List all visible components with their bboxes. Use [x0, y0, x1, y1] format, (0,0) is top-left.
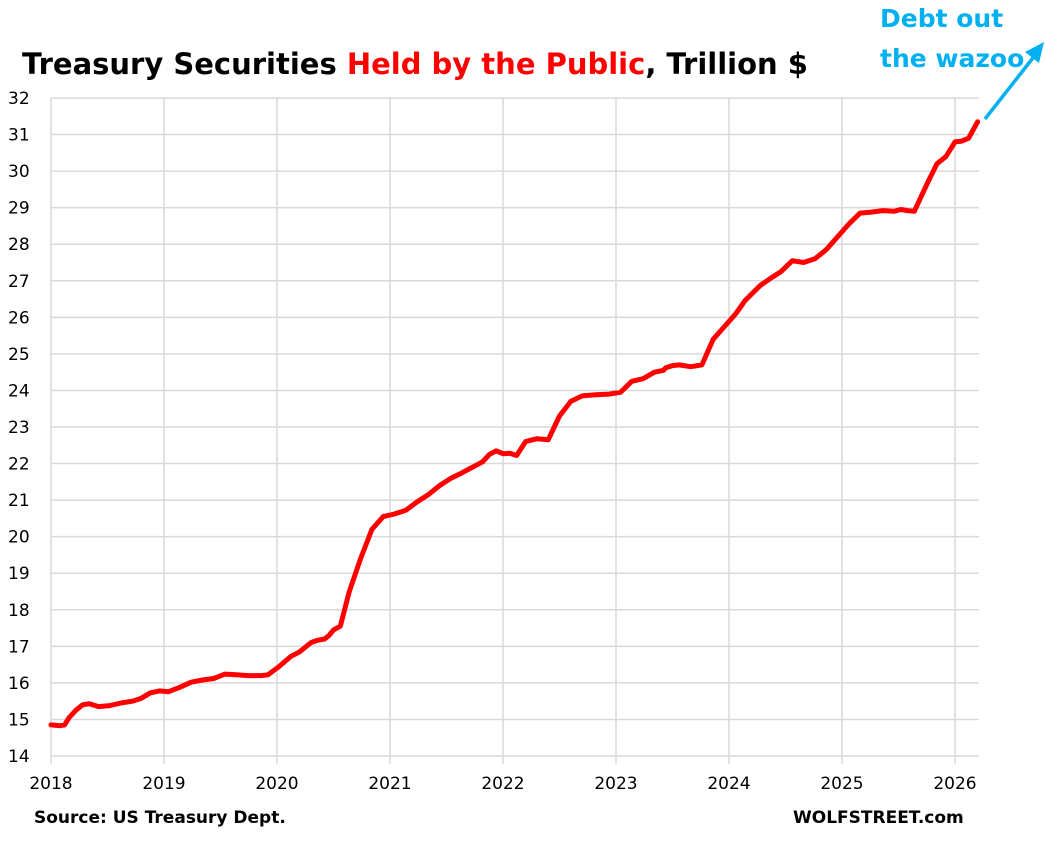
x-tick-label: 2020: [255, 774, 298, 794]
annotation-line-1: Debt out: [880, 4, 1003, 33]
y-tick-label: 29: [8, 199, 30, 219]
title-part-1: Treasury Securities: [22, 47, 347, 81]
y-tick-label: 16: [8, 674, 30, 694]
y-tick-label: 31: [8, 126, 30, 146]
x-tick-label: 2022: [481, 774, 524, 794]
y-tick-label: 22: [8, 455, 30, 475]
y-tick-label: 32: [8, 89, 30, 109]
y-tick-label: 23: [8, 418, 30, 438]
y-tick-label: 24: [8, 381, 30, 401]
y-tick-label: 21: [8, 491, 30, 511]
y-tick-label: 17: [8, 637, 30, 657]
gridlines: [50, 97, 979, 764]
x-tick-label: 2024: [707, 774, 750, 794]
y-tick-label: 19: [8, 564, 30, 584]
y-tick-label: 28: [8, 235, 30, 255]
title-part-3: , Trillion $: [645, 47, 808, 81]
x-tick-label: 2018: [29, 774, 72, 794]
annotation-arrow: [983, 42, 1044, 121]
x-tick-label: 2026: [933, 774, 976, 794]
arrow-head: [1025, 42, 1044, 63]
y-tick-label: 20: [8, 528, 30, 548]
source-note: Source: US Treasury Dept.: [34, 808, 286, 828]
y-tick-label: 26: [8, 308, 30, 328]
y-axis-ticks: 14 15 16 17 18 19 20 21 22 23 24 25 26 27 28 29 30 31 32: [8, 89, 30, 767]
annotation-line-2: the wazoo: [880, 44, 1024, 73]
y-tick-label: 30: [8, 162, 30, 182]
y-tick-label: 14: [8, 747, 30, 767]
y-tick-label: 15: [8, 710, 30, 730]
x-tick-label: 2025: [820, 774, 863, 794]
series-layer: [48, 119, 981, 729]
chart-title: Treasury Securities Held by the Public, …: [22, 47, 808, 81]
y-tick-label: 25: [8, 345, 30, 365]
title-part-highlight: Held by the Public: [347, 47, 646, 81]
x-tick-label: 2023: [594, 774, 637, 794]
arrow-shaft: [983, 52, 1038, 121]
x-axis-ticks: 2018 2019 2020 2021 2022 2023 2024 2025 2026: [29, 774, 976, 794]
series-line: [48, 119, 981, 729]
y-tick-label: 27: [8, 272, 30, 292]
x-tick-label: 2019: [142, 774, 185, 794]
credit-note: WOLFSTREET.com: [793, 808, 964, 828]
y-tick-label: 18: [8, 601, 30, 621]
x-tick-label: 2021: [368, 774, 411, 794]
